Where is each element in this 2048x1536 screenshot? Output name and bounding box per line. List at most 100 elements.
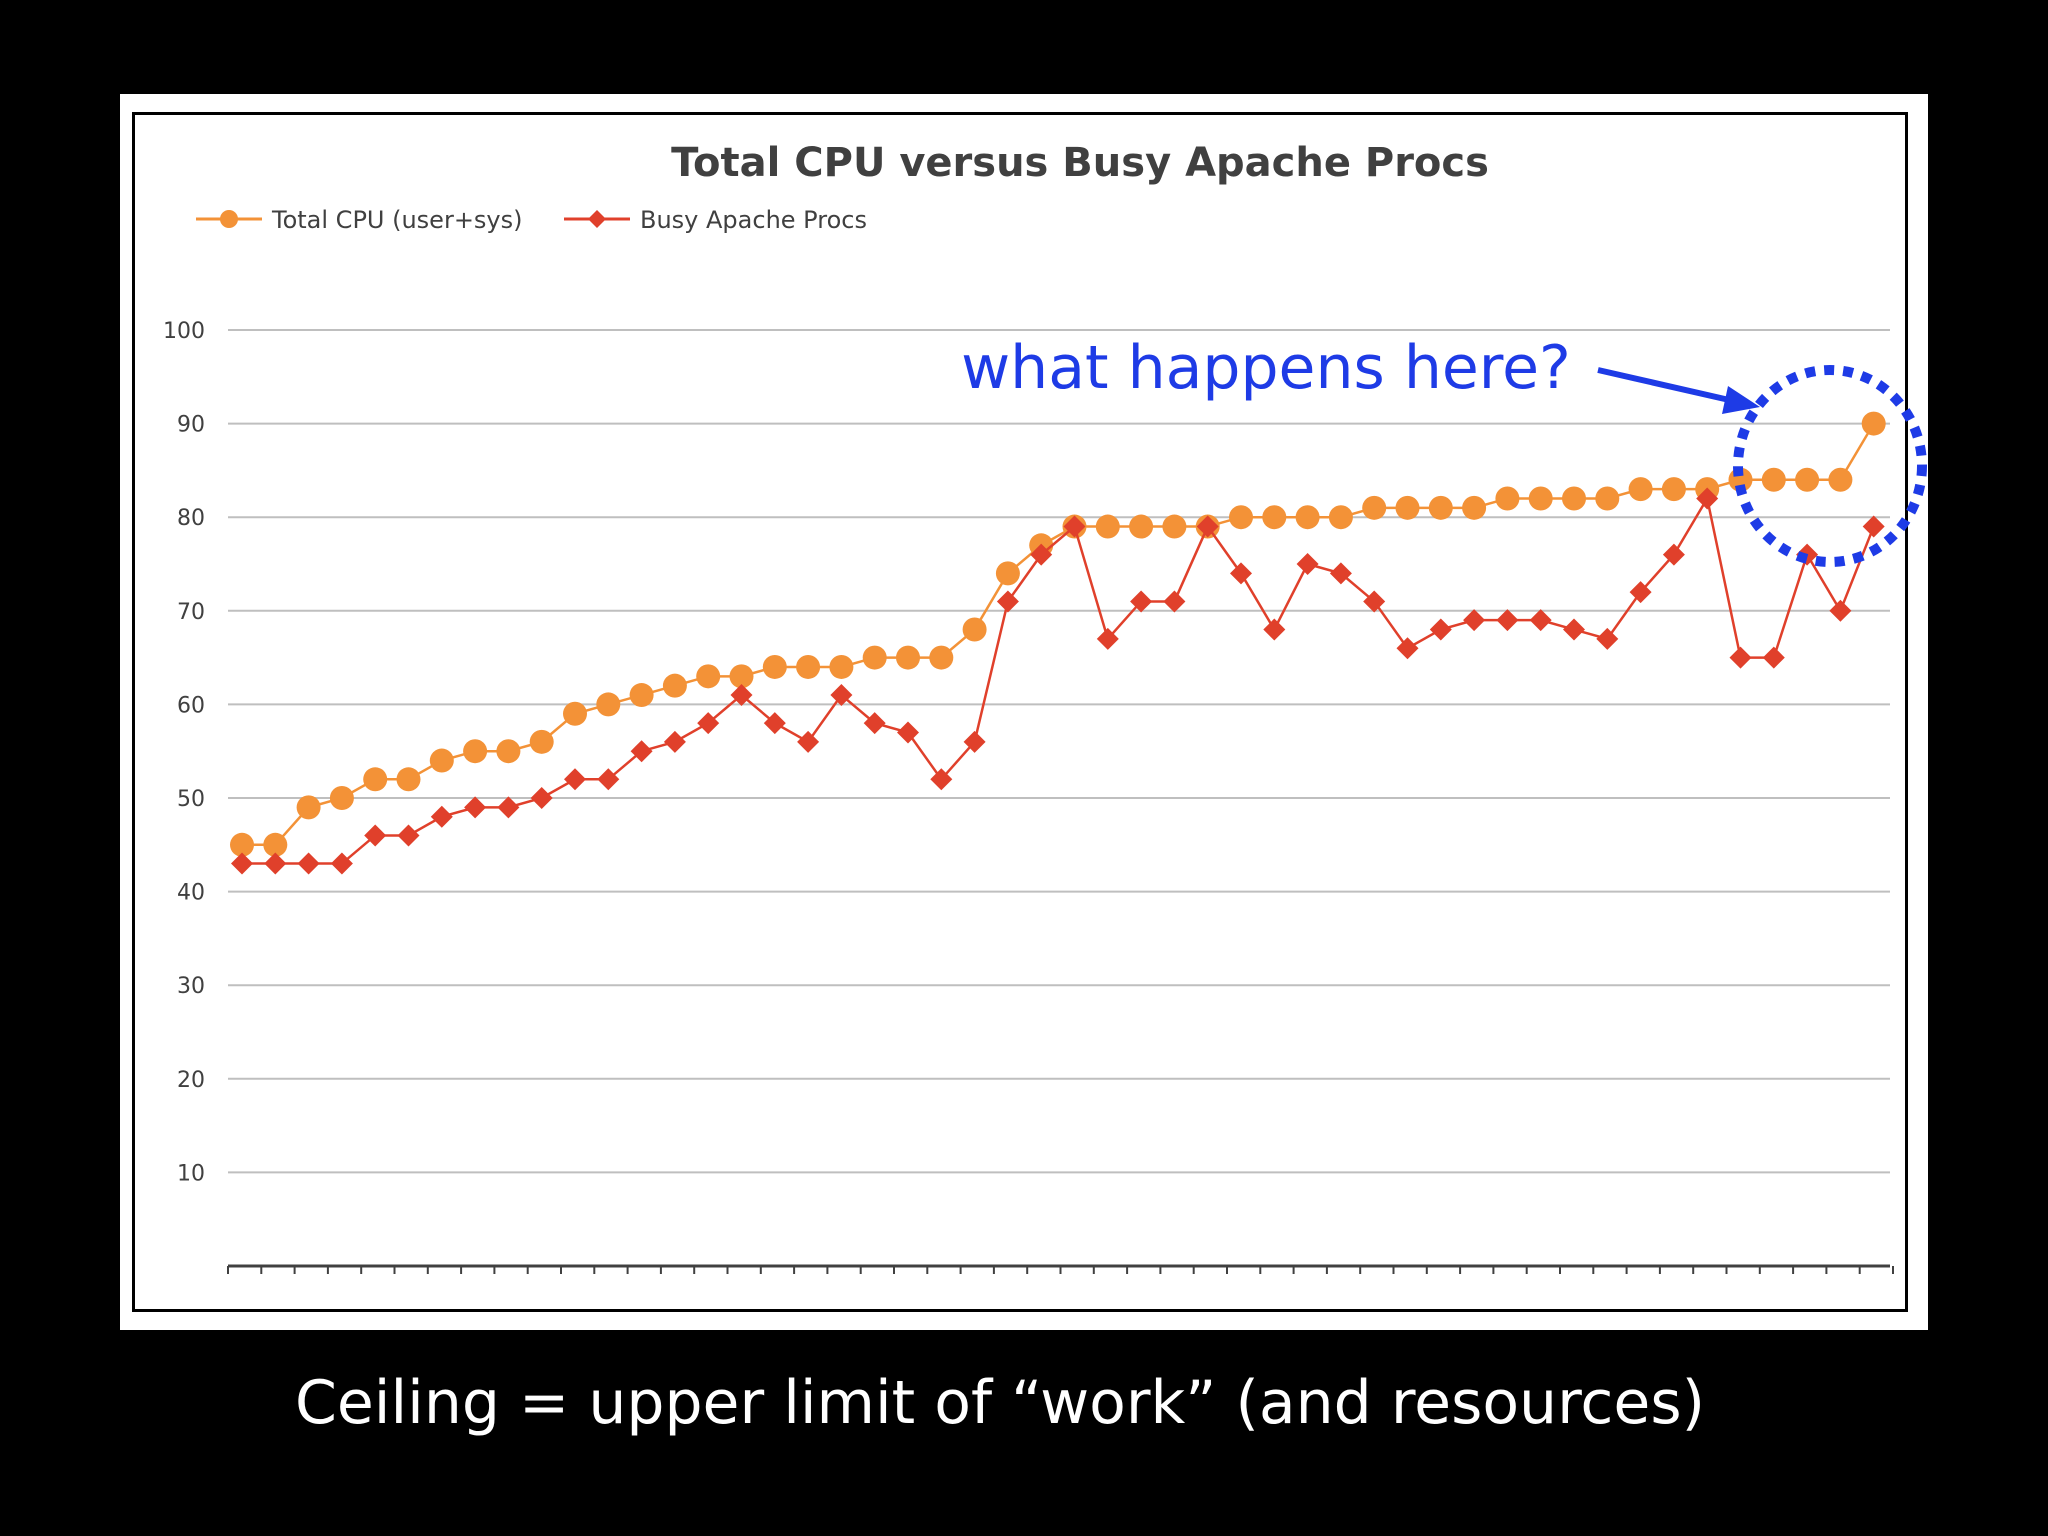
data-point xyxy=(697,712,720,735)
data-point xyxy=(996,590,1019,613)
data-point xyxy=(1129,514,1154,539)
y-tick-label: 80 xyxy=(177,506,205,531)
data-point xyxy=(1463,609,1486,632)
slide-caption: Ceiling = upper limit of “work” (and res… xyxy=(295,1368,1705,1438)
chart-legend: Total CPU (user+sys) Busy Apache Procs xyxy=(196,206,867,234)
data-point xyxy=(596,692,621,717)
data-point xyxy=(231,852,253,875)
data-point xyxy=(264,852,287,875)
data-point xyxy=(1096,627,1119,650)
x-axis xyxy=(227,1264,1894,1274)
annotation-arrow-shaft xyxy=(1597,367,1739,405)
data-point xyxy=(1661,477,1686,502)
data-point xyxy=(296,795,321,820)
data-point xyxy=(1063,515,1086,538)
data-point xyxy=(597,768,620,791)
data-point xyxy=(1861,411,1886,436)
data-point xyxy=(1428,495,1453,520)
series-line xyxy=(242,495,1875,865)
data-point xyxy=(1363,590,1386,613)
data-point xyxy=(629,683,654,708)
data-point xyxy=(995,561,1020,586)
data-point xyxy=(630,740,653,763)
data-point xyxy=(1496,609,1519,632)
series-busy-apache-procs xyxy=(231,487,1885,875)
annotation-text: what happens here? xyxy=(961,333,1571,403)
legend-procs-marker xyxy=(588,210,606,228)
data-point xyxy=(1528,486,1553,511)
data-point xyxy=(1761,467,1786,492)
data-point xyxy=(963,730,986,753)
data-point xyxy=(297,852,320,875)
data-point xyxy=(1563,618,1585,641)
data-point xyxy=(1529,609,1552,632)
data-point xyxy=(663,730,686,753)
data-point xyxy=(1828,467,1853,492)
data-point xyxy=(1628,477,1653,502)
data-point xyxy=(1130,590,1153,613)
data-point xyxy=(729,664,754,689)
data-point xyxy=(329,786,354,810)
data-point xyxy=(429,748,454,773)
data-point xyxy=(1762,646,1785,669)
data-point xyxy=(1829,599,1852,622)
data-point xyxy=(1429,618,1452,641)
legend-item-procs: Busy Apache Procs xyxy=(564,206,867,234)
data-point xyxy=(897,721,919,744)
y-tick-label: 30 xyxy=(177,974,205,999)
data-point xyxy=(1662,543,1685,566)
data-point xyxy=(1729,646,1752,669)
data-point xyxy=(930,768,953,791)
data-point xyxy=(396,767,421,792)
legend-cpu-marker xyxy=(220,210,238,228)
legend-item-cpu: Total CPU (user+sys) xyxy=(196,206,523,234)
data-point xyxy=(662,673,687,698)
chart-border xyxy=(132,112,1908,1312)
data-point xyxy=(330,852,353,875)
data-point xyxy=(1462,495,1487,520)
data-point xyxy=(730,684,753,707)
data-point xyxy=(530,787,553,809)
data-point xyxy=(1495,486,1520,511)
y-tick-label: 20 xyxy=(177,1068,205,1093)
data-point xyxy=(1395,495,1420,520)
data-point xyxy=(862,645,887,670)
data-point xyxy=(797,730,820,753)
data-point xyxy=(497,796,520,819)
legend-procs-label: Busy Apache Procs xyxy=(640,206,867,234)
chart-title: Total CPU versus Busy Apache Procs xyxy=(671,140,1489,186)
data-point xyxy=(564,768,586,791)
y-tick-label: 60 xyxy=(177,693,205,718)
annotation: what happens here? xyxy=(961,333,1927,567)
data-point xyxy=(1862,515,1885,538)
data-point xyxy=(463,739,488,764)
data-point xyxy=(397,824,420,847)
data-point xyxy=(496,739,521,764)
data-point xyxy=(1696,487,1719,510)
data-point xyxy=(529,729,554,754)
data-point xyxy=(1295,505,1320,530)
data-point xyxy=(796,654,821,679)
data-point xyxy=(563,701,587,726)
data-point xyxy=(1030,543,1053,566)
data-point xyxy=(1162,514,1187,539)
data-point xyxy=(364,824,387,847)
data-point xyxy=(1362,495,1387,520)
y-tick-label: 40 xyxy=(177,881,205,906)
data-point xyxy=(830,684,853,707)
data-point xyxy=(1328,505,1353,530)
data-point xyxy=(1163,590,1186,613)
data-point xyxy=(1263,618,1286,641)
annotation-dotted-circle xyxy=(1733,365,1927,567)
data-point xyxy=(762,654,787,679)
data-point xyxy=(1095,514,1120,539)
data-point xyxy=(929,645,954,670)
data-point xyxy=(1296,553,1319,575)
data-point xyxy=(896,645,920,670)
annotation-arrow-head xyxy=(1722,386,1760,414)
chart-frame xyxy=(120,94,1928,1330)
y-tick-label: 10 xyxy=(177,1161,205,1186)
data-point xyxy=(1596,627,1619,650)
